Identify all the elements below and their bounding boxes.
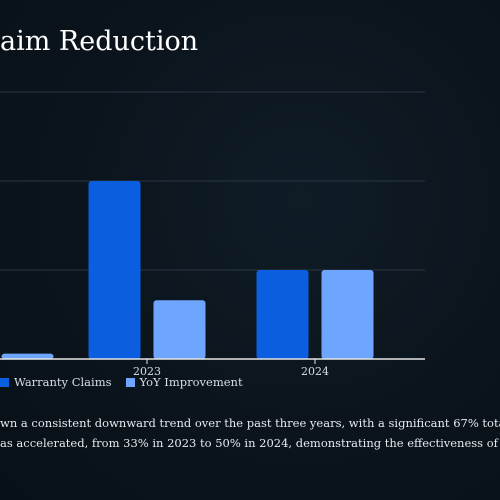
bar-yoy-improvement-2023: [153, 300, 206, 359]
legend-swatch-yoy-improvement: [125, 377, 135, 387]
bar-warranty-claims-2024: [256, 270, 309, 359]
x-tick-label-2024: 2024: [301, 365, 329, 378]
legend-item-warranty-claims: Warranty Claims: [0, 375, 112, 389]
summary-line-2: as accelerated, from 33% in 2023 to 50% …: [0, 436, 500, 450]
grid-lines: [0, 91, 425, 271]
summary-line-1: wn a consistent downward trend over the …: [0, 416, 500, 430]
legend-label-yoy-improvement: YoY Improvement: [139, 375, 243, 389]
x-tick-labels: 2023 2024: [133, 359, 329, 378]
legend-swatch-warranty-claims: [0, 377, 9, 387]
x-tick-label-2023: 2023: [133, 365, 161, 378]
legend-label-warranty-claims: Warranty Claims: [14, 375, 112, 389]
chart-title: aim Reduction: [0, 26, 199, 57]
bar-yoy-improvement-2024: [321, 270, 374, 359]
legend-item-yoy-improvement: YoY Improvement: [125, 375, 243, 389]
bar-warranty-claims-2023: [88, 181, 141, 359]
bar-yoy-improvement-2022: [1, 353, 54, 359]
bars: [1, 181, 374, 359]
summary-text: wn a consistent downward trend over the …: [0, 413, 500, 453]
legend: Warranty Claims YoY Improvement: [0, 375, 243, 389]
